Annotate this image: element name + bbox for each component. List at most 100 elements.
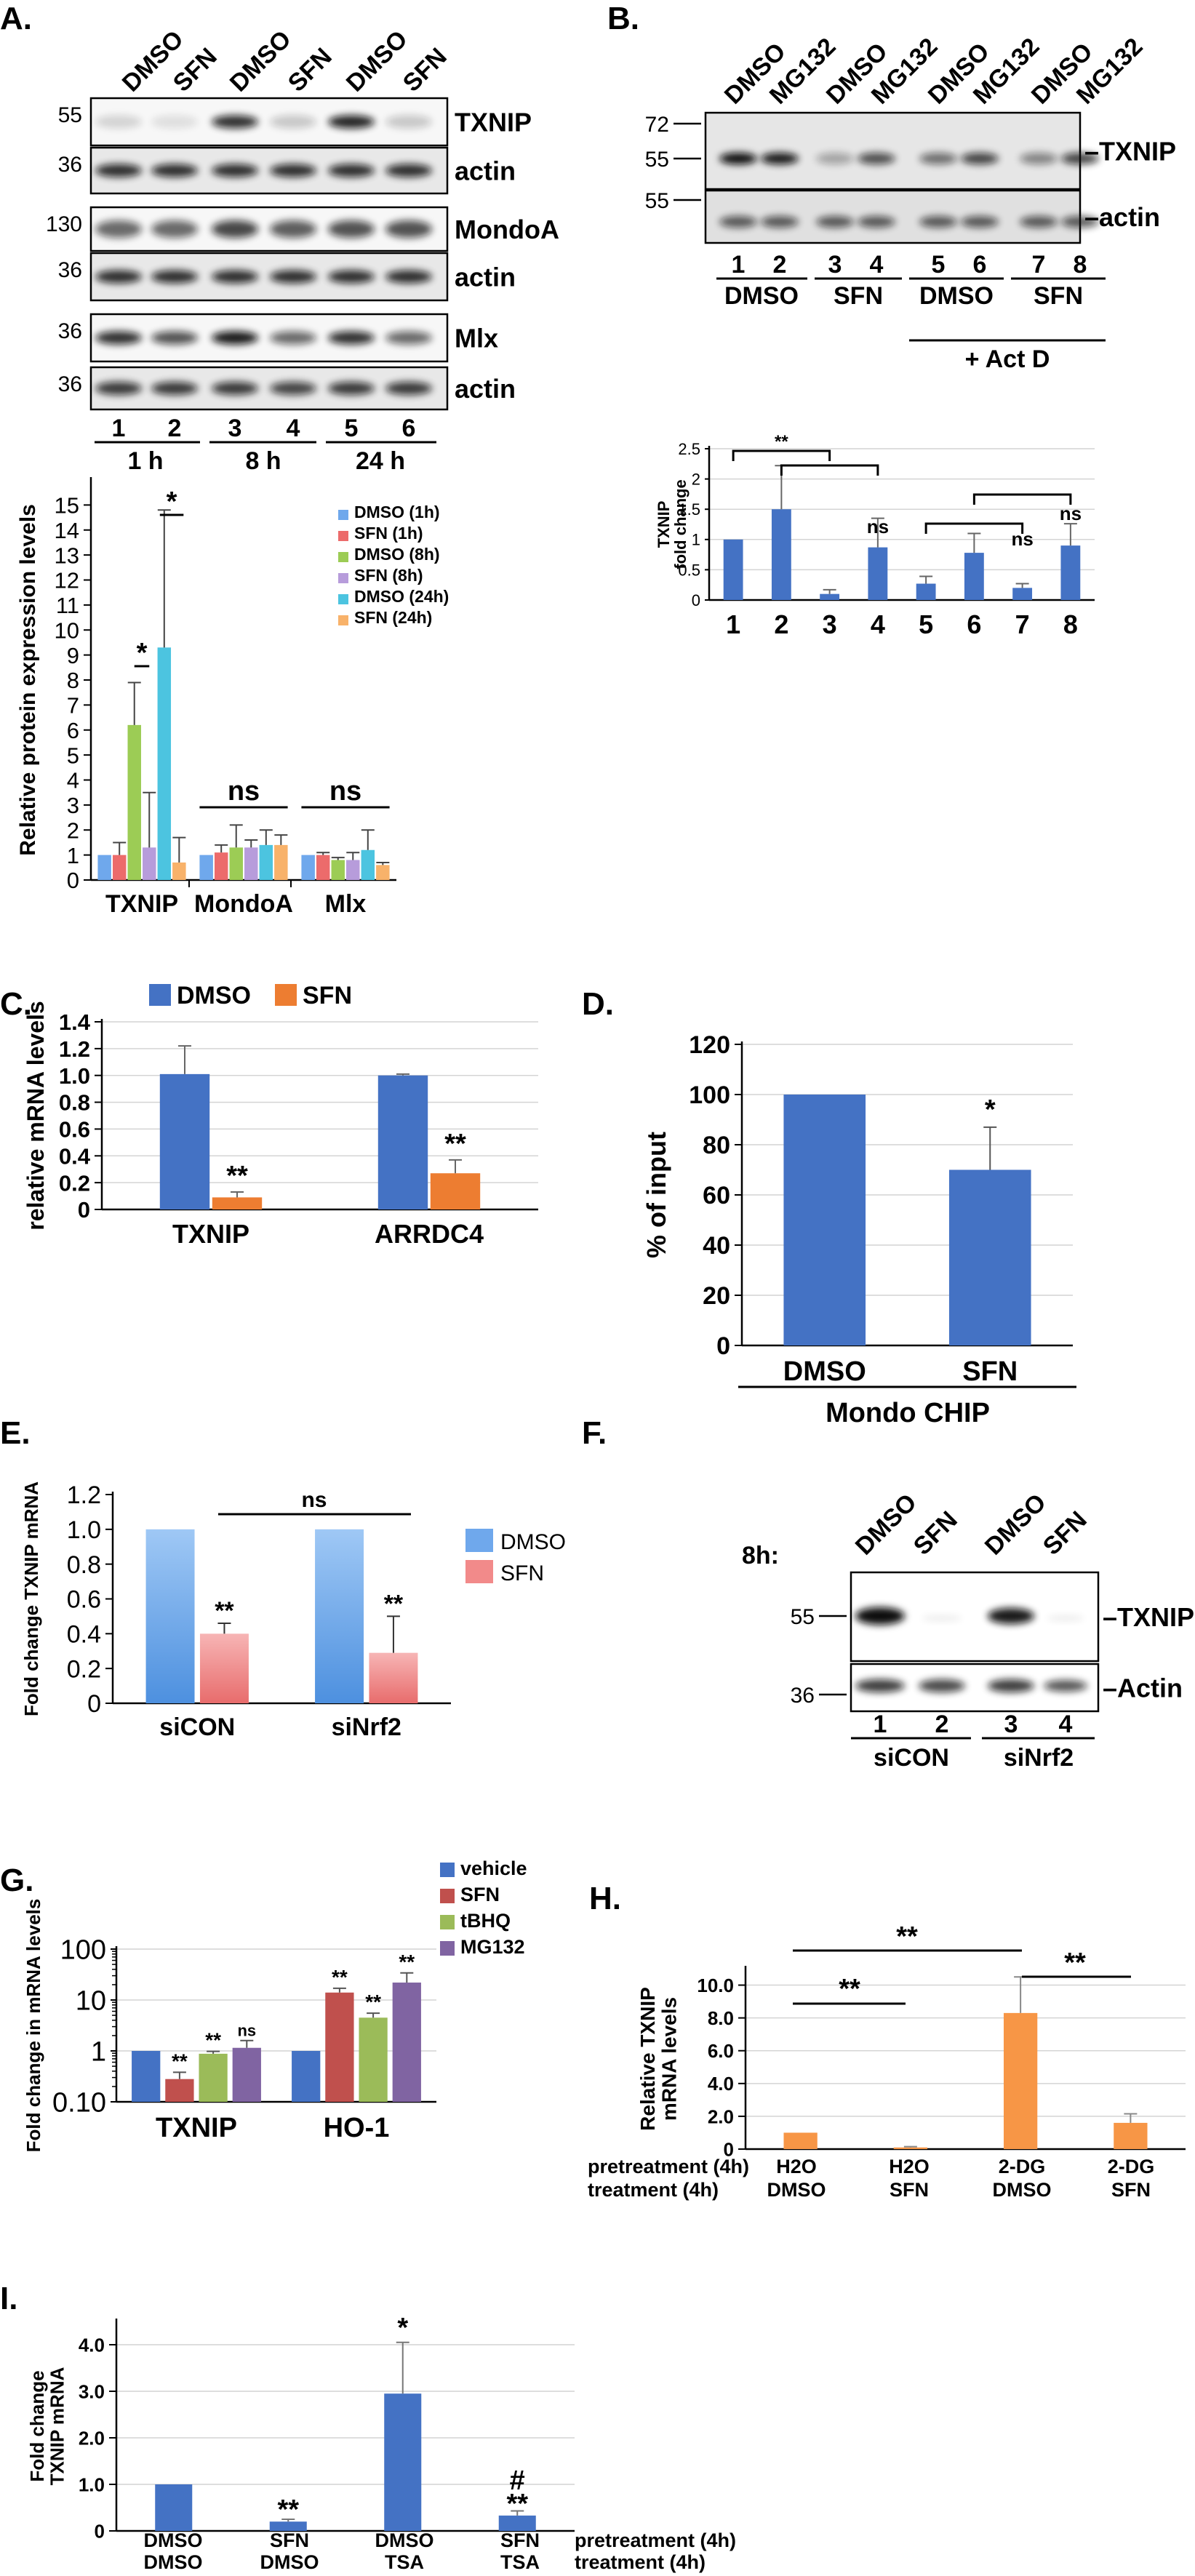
blot-band [1020,153,1058,164]
mw-marker: 36 [58,258,82,282]
lane-number: 4 [870,251,884,279]
y-tick-label: 7 [67,693,79,719]
group-label: SFN [1034,282,1083,310]
mw-marker: 55 [791,1605,815,1629]
timepoint-label: 24 h [356,447,405,475]
blot-band [1061,153,1099,164]
blot-band [858,153,895,164]
legend-label: DMSO [500,1530,566,1554]
bar [430,1173,481,1209]
panel-f-lane-numbers: 1 2 3 4 [874,1711,1073,1738]
blot-band [270,382,316,395]
bar [127,724,141,880]
bar [771,509,791,600]
treatment-label: SFN [890,2179,929,2201]
y-tick-label: 10 [55,617,79,643]
treatment-label: DMSO [144,2551,203,2573]
blot-band [858,216,895,228]
blot-frame [704,189,1082,244]
blot-band [95,164,142,177]
category-label: SFN [962,1356,1018,1387]
blot-band [95,270,142,284]
significance-mark: * [137,638,148,668]
y-tick-label: 1.4 [59,1009,91,1035]
panel-b-groups: DMSO SFN DMSO SFN + Act D [724,282,1083,373]
timepoint-label: 1 h [127,447,163,475]
pretreatment-label: DMSO [375,2529,434,2551]
significance-mark: ** [384,1590,404,1617]
y-tick-label: 60 [703,1182,730,1209]
category-label: TXNIP [156,2113,237,2143]
y-tick-label: 2.0 [79,2427,105,2449]
y-tick-label: 5 [67,743,79,768]
bar [199,855,213,880]
lane-number: 3 [1004,1711,1018,1738]
blot-band [922,1615,962,1621]
bar [331,860,345,880]
legend-label: SFN (1h) [354,524,423,543]
bar [783,1095,866,1345]
blot-band [1020,216,1058,228]
chart-d: 0 20 40 60 80 100 120 % of input DMSO SFN * [642,1031,1073,1387]
blot-band [270,270,316,284]
y-tick-label: 1.2 [59,1036,90,1062]
category-label: HO-1 [324,2113,390,2143]
significance-mark: ns [301,1488,327,1512]
y-tick-label: 1 [91,2037,106,2068]
category-label: siCON [159,1713,235,1741]
mw-marker: 36 [58,372,82,396]
bar [1060,545,1081,600]
y-axis-label-line: TXNIP mRNA [46,2367,68,2485]
legend-label: DMSO (24h) [354,587,449,606]
legend-label: DMSO (8h) [354,545,440,564]
blot-band [212,382,258,395]
h-condition-rows: pretreatment (4h) treatment (4h) H2O H2O… [588,2156,1154,2201]
y-tick-label: 1.0 [67,1516,101,1544]
blot-band [385,115,432,129]
y-tick-label: 1.2 [67,1481,101,1509]
y-axis-label: TXNIPfold change [655,479,690,569]
mw-marker: 36 [58,319,82,343]
blot-band [270,115,316,129]
blot-band [95,115,142,129]
panel-letter-f: F. [582,1415,607,1451]
significance-mark: ** [896,1921,918,1952]
y-tick-label: 20 [703,1282,730,1310]
blot-label: –TXNIP [1103,1602,1194,1632]
blot-band [328,270,375,284]
significance-mark: * [167,487,177,517]
y-tick-label: 2 [67,817,79,843]
category-label: siNrf2 [332,1713,401,1741]
legend-label: tBHQ [460,1910,511,1932]
blot-band [212,270,258,284]
category-label: 5 [919,609,933,639]
lane-label: SFN [1038,1506,1092,1561]
category-label: 1 [726,609,740,639]
bar [232,2047,261,2102]
significance-mark: ns [1060,503,1082,524]
y-tick-label: 6 [67,718,79,743]
blot-band [816,216,854,228]
y-tick-label: 1.5 [678,500,700,519]
legend-swatch [338,573,348,583]
category-label: TXNIP [105,890,178,918]
treatment-label: SFN [1111,2179,1151,2201]
legend-swatch [338,615,348,625]
bar [274,844,288,880]
bar [97,855,111,880]
bar [159,1073,210,1209]
panel-letter-i: I. [0,2281,17,2316]
significance-mark: ** [215,1597,234,1625]
bar [259,844,273,880]
blot-band [961,216,999,228]
blot-band [855,1679,905,1692]
y-tick-label: 13 [55,543,79,568]
significance-mark: ** [365,1991,381,2013]
bar [112,855,127,880]
significance-mark: ** [1064,1948,1086,1978]
pretreatment-label: SFN [270,2529,309,2551]
bar [244,847,258,880]
lane-label: SFN [908,1506,963,1561]
blot-band [761,216,799,228]
pretreatment-label: H2O [776,2156,817,2177]
